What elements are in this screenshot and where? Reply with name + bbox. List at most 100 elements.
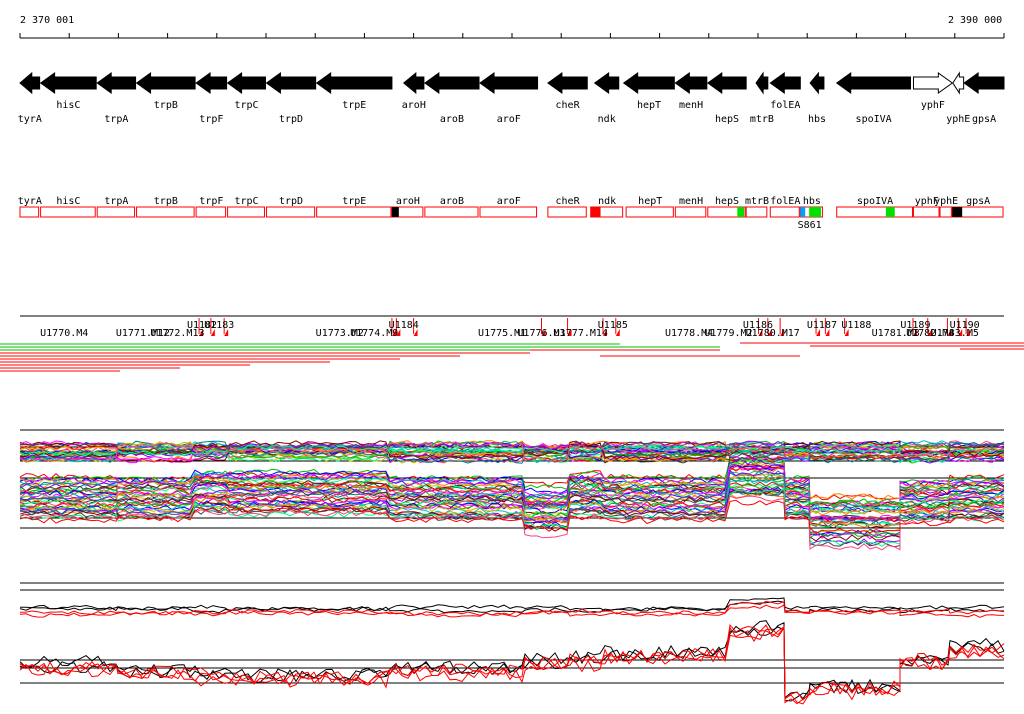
regulatory-label[interactable]: U1770.M4 <box>40 328 88 339</box>
regulatory-label[interactable]: U1779.M2 <box>704 328 752 339</box>
regulatory-label[interactable]: U1187 <box>807 320 837 331</box>
gene-box-label-ndk: ndk <box>598 196 616 207</box>
regulatory-label[interactable]: U1782.M4 <box>906 328 954 339</box>
gene-arrow-folEA[interactable] <box>769 72 801 94</box>
gene-box-mark <box>885 207 895 217</box>
gene-arrow-aroH[interactable] <box>402 71 425 95</box>
summary-profile-top <box>19 604 1005 618</box>
regulatory-marker-head <box>780 329 785 336</box>
regulatory-label[interactable]: U1186 <box>743 320 773 331</box>
gene-box-menH[interactable] <box>674 206 707 218</box>
gene-box-spoIVA[interactable] <box>836 206 913 218</box>
regulatory-label[interactable]: U1781.M3 <box>872 328 920 339</box>
ruler-start-label: 2 370 001 <box>20 15 74 26</box>
gene-box-hisC[interactable] <box>40 206 96 218</box>
gene-box-label-mtrB: mtrB <box>745 196 769 207</box>
gene-box-label-yphE: yphE <box>934 196 958 207</box>
gene-arrow-hisC[interactable] <box>39 72 97 94</box>
gene-box-cheR[interactable] <box>547 206 587 218</box>
gene-box-trpA[interactable] <box>96 206 136 218</box>
gene-arrow-hepT[interactable] <box>622 72 675 94</box>
gene-arrow-gpsA[interactable] <box>963 72 1005 94</box>
regulatory-label[interactable]: U1783.M5 <box>931 328 979 339</box>
regulatory-label[interactable]: U1188 <box>841 320 871 331</box>
gene-box-label-trpF: trpF <box>199 196 223 207</box>
gene-arrow-cheR[interactable] <box>547 72 588 94</box>
gene-box-mark <box>809 207 821 217</box>
gene-box-label-hisC: hisC <box>56 196 80 207</box>
gene-arrow-yphE[interactable] <box>952 71 965 95</box>
regulatory-label[interactable]: U1184 <box>389 320 419 331</box>
unit-lines <box>0 342 1024 372</box>
expression-profiles <box>19 429 1005 551</box>
expression-profile-lower <box>19 499 1005 534</box>
gene-label-trpB: trpB <box>154 100 178 111</box>
gene-box-trpE[interactable] <box>316 206 392 218</box>
gene-arrow-mtrB[interactable] <box>755 71 769 95</box>
gene-arrow-trpA[interactable] <box>96 72 137 94</box>
gene-box-trpD[interactable] <box>265 206 316 218</box>
gene-label-aroH: aroH <box>402 100 426 111</box>
regulatory-label[interactable]: U1190 <box>950 320 980 331</box>
gene-label-ndk: ndk <box>598 114 616 125</box>
regulatory-label[interactable]: U1773.M2 <box>316 328 364 339</box>
regulatory-label[interactable]: U1777.M14 <box>554 328 608 339</box>
gene-box-trpC[interactable] <box>227 206 265 218</box>
gene-arrow-aroF[interactable] <box>479 72 539 94</box>
gene-box-yphF[interactable] <box>912 206 940 218</box>
gene-box-mark <box>952 207 963 217</box>
regulatory-label[interactable]: U1182 <box>187 320 217 331</box>
regulatory-label[interactable]: U1185 <box>598 320 628 331</box>
gene-box-label-aroH: aroH <box>396 196 420 207</box>
gene-label-menH: menH <box>679 100 703 111</box>
gene-box-aroF[interactable] <box>479 206 538 218</box>
regulatory-label[interactable]: U1780.M17 <box>746 328 800 339</box>
gene-arrow-trpC[interactable] <box>226 72 266 94</box>
gene-box-hepT[interactable] <box>625 206 674 218</box>
gene-box-label-hepT: hepT <box>638 196 662 207</box>
regulatory-label[interactable]: U1183 <box>204 320 234 331</box>
gene-box-label-trpA: trpA <box>104 196 128 207</box>
gene-label-hepS: hepS <box>715 114 739 125</box>
regulatory-label[interactable]: U1772.M13 <box>150 328 204 339</box>
regulatory-marker-head <box>413 329 418 336</box>
gene-arrow-trpE[interactable] <box>315 72 393 94</box>
regulatory-label[interactable]: U1771.M12 <box>116 328 170 339</box>
regulatory-label[interactable]: U1774.M9 <box>350 328 398 339</box>
gene-box-trpF[interactable] <box>195 206 227 218</box>
gene-arrow-trpF[interactable] <box>195 72 228 94</box>
gene-arrow-trpB[interactable] <box>135 72 196 94</box>
gene-label-aroF: aroF <box>497 114 521 125</box>
gene-arrow-trpD[interactable] <box>265 72 317 94</box>
gene-box-trpB[interactable] <box>136 206 195 218</box>
gene-label-trpA: trpA <box>104 114 128 125</box>
gene-arrow-ndk[interactable] <box>593 72 620 94</box>
regulatory-label[interactable]: U1776.M3 <box>517 328 565 339</box>
gene-arrow-spoIVA[interactable] <box>835 72 912 94</box>
summary-profile-bottom <box>19 626 1005 701</box>
expression-profile-lower <box>19 458 1005 515</box>
gene-box-mark <box>391 207 399 217</box>
gene-arrow-yphF[interactable] <box>912 72 954 94</box>
regulatory-marker-head <box>396 329 401 336</box>
gene-box-yphE[interactable] <box>939 206 952 218</box>
gene-box-hepS[interactable] <box>707 206 746 218</box>
regulatory-label[interactable]: U1775.M1 <box>478 328 526 339</box>
summary-profile-bottom <box>19 626 1005 705</box>
gene-box-aroB[interactable] <box>424 206 479 218</box>
expression-profile-upper <box>19 440 1005 464</box>
gene-arrow-aroB[interactable] <box>424 72 480 94</box>
gene-box-mtrB[interactable] <box>745 206 768 218</box>
gene-box-folEA[interactable] <box>769 206 800 218</box>
regulatory-label[interactable]: U1778.M4 <box>665 328 713 339</box>
regulatory-label[interactable]: U1189 <box>900 320 930 331</box>
gene-arrow-hbs[interactable] <box>809 71 825 95</box>
gene-arrow-hepS[interactable] <box>706 72 747 94</box>
gene-arrow-menH[interactable] <box>674 72 708 94</box>
gene-label-hbs: hbs <box>808 114 826 125</box>
gene-arrow-tyrA[interactable] <box>19 71 41 95</box>
gene-box-tyrA[interactable] <box>19 206 40 218</box>
